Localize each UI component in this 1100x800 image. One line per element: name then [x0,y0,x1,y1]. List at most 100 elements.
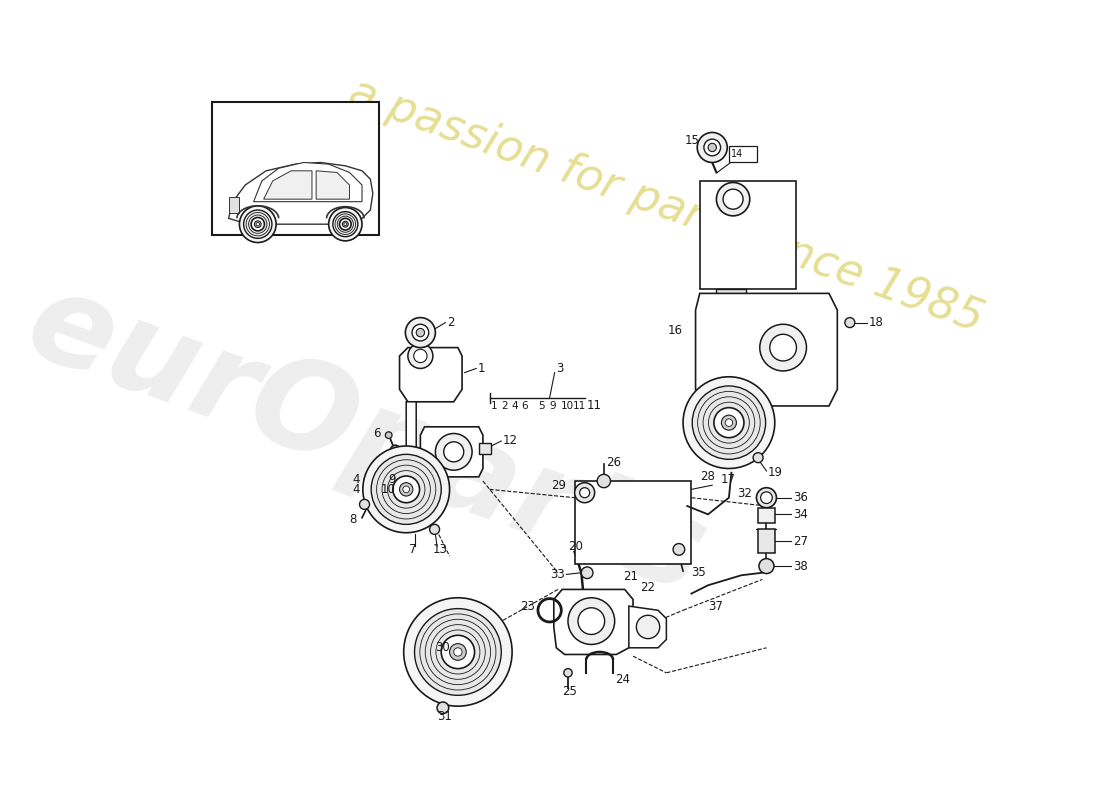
Text: 7: 7 [409,543,416,556]
Text: 24: 24 [615,673,629,686]
Text: 27: 27 [793,534,808,547]
Text: 1: 1 [477,362,485,375]
Circle shape [697,133,727,162]
Text: 8: 8 [349,513,356,526]
Circle shape [770,334,796,361]
Circle shape [725,419,733,426]
Text: 5: 5 [538,401,544,411]
Text: 13: 13 [433,543,448,556]
Circle shape [564,669,572,677]
Text: 37: 37 [708,600,723,613]
Polygon shape [695,294,837,406]
Circle shape [340,218,351,230]
Circle shape [397,455,410,469]
Circle shape [757,488,777,508]
Circle shape [436,434,472,470]
Circle shape [716,182,750,216]
Circle shape [240,206,276,242]
Circle shape [344,222,346,226]
Circle shape [637,615,660,638]
Bar [758,530,774,553]
Circle shape [568,598,615,645]
Bar [574,481,692,565]
Polygon shape [229,162,373,224]
Circle shape [390,445,400,455]
Circle shape [363,446,450,533]
Circle shape [342,222,349,227]
Text: 9: 9 [550,401,557,411]
Text: 2: 2 [447,316,454,329]
Circle shape [360,499,370,510]
Polygon shape [399,347,462,402]
Polygon shape [553,590,632,654]
Bar [229,198,239,213]
Text: 9: 9 [388,473,395,486]
Text: 18: 18 [868,316,883,329]
Text: 3: 3 [557,362,563,375]
Circle shape [754,453,763,462]
Text: 22: 22 [640,582,654,594]
Circle shape [760,324,806,371]
Circle shape [385,432,392,438]
Circle shape [708,143,716,152]
Circle shape [443,442,464,462]
Text: 25: 25 [562,685,578,698]
Text: 1: 1 [492,401,498,411]
Circle shape [723,189,744,209]
Circle shape [450,644,466,660]
Text: 35: 35 [692,566,706,579]
Circle shape [441,635,474,669]
Text: 31: 31 [437,710,452,722]
Text: a passion for parts since 1985: a passion for parts since 1985 [343,70,990,341]
Polygon shape [395,473,415,490]
Text: 23: 23 [519,600,535,613]
Polygon shape [700,181,795,290]
Text: 26: 26 [606,456,621,469]
Circle shape [845,318,855,327]
Text: 4: 4 [512,401,518,411]
Circle shape [403,486,409,493]
Circle shape [329,207,362,241]
Circle shape [692,386,766,459]
Circle shape [760,492,772,503]
Text: 11: 11 [573,401,586,411]
Text: 30: 30 [434,642,450,654]
Circle shape [437,702,449,714]
Circle shape [722,415,736,430]
Text: 34: 34 [793,508,808,521]
Text: 20: 20 [568,539,583,553]
Text: 6: 6 [373,427,381,440]
Text: 10: 10 [561,401,574,411]
Circle shape [251,218,264,231]
Bar [212,102,378,235]
Text: 2: 2 [502,401,508,411]
Circle shape [402,477,410,485]
Circle shape [673,543,684,555]
Circle shape [414,350,427,362]
Circle shape [415,609,502,695]
Circle shape [399,482,412,496]
Circle shape [408,343,433,369]
Text: 4: 4 [352,483,360,496]
Text: 36: 36 [793,491,808,504]
Polygon shape [420,427,483,477]
Circle shape [406,318,436,347]
Circle shape [704,139,720,156]
Circle shape [683,377,774,469]
Circle shape [256,222,260,226]
Polygon shape [264,171,312,199]
Circle shape [412,324,429,341]
Text: 17: 17 [720,473,736,486]
Bar [729,146,757,162]
Text: 11: 11 [587,399,602,413]
Text: 33: 33 [550,568,564,581]
Text: 38: 38 [793,559,807,573]
Text: 12: 12 [503,434,518,446]
Text: 10: 10 [381,483,395,496]
Circle shape [430,524,440,534]
Bar [478,443,492,454]
Text: 32: 32 [737,487,752,500]
Circle shape [371,454,441,524]
Bar [716,290,746,306]
Text: 4: 4 [352,473,360,486]
